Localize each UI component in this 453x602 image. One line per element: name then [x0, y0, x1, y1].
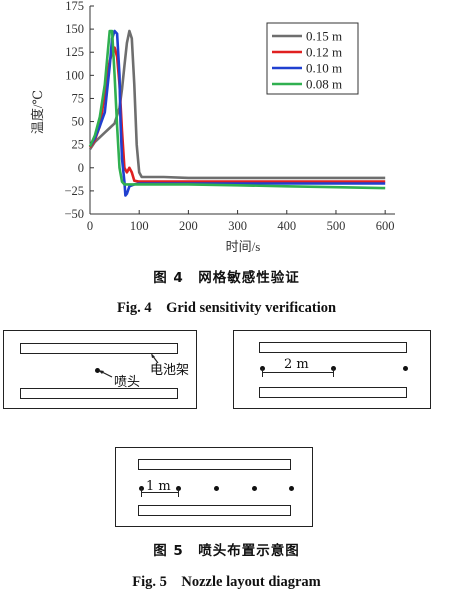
legend-label: 0.10 m	[306, 61, 342, 76]
dimension-line	[142, 492, 179, 493]
x-tick-label: 500	[327, 219, 346, 233]
y-tick-label: 125	[65, 45, 84, 59]
x-tick-label: 400	[277, 219, 296, 233]
x-ticks: 0 100 200 300 400 500 600	[87, 210, 395, 233]
nozzle-dot	[403, 366, 408, 371]
nozzle-dot	[95, 368, 100, 373]
temperature-chart: 175 150 125 100 75 50 25 0 −25 −50 0 100 200 300 400 5…	[30, 0, 395, 254]
series-line-3	[88, 29, 386, 190]
layout-diagram-1: 电池架 喷头	[3, 330, 197, 409]
annotation-arrows	[98, 353, 159, 378]
x-tick-label: 0	[87, 219, 93, 233]
y-tick-label: −25	[64, 184, 84, 198]
series-line-1	[88, 46, 386, 183]
battery-rack-bottom	[259, 387, 407, 398]
fig5-caption-en: Fig. 5 Nozzle layout diagram	[132, 574, 321, 590]
series-lines	[88, 29, 386, 197]
x-tick-label: 100	[130, 219, 149, 233]
y-tick-label: 50	[72, 115, 85, 129]
y-tick-label: 150	[65, 22, 84, 36]
y-tick-label: 175	[65, 0, 84, 13]
layout-diagram-3: 1 m	[115, 447, 313, 527]
dimension-tick	[333, 368, 334, 377]
battery-rack-top	[259, 342, 407, 353]
y-tick-label: 100	[65, 68, 84, 82]
battery-rack-top	[20, 343, 178, 354]
dimension-tick	[262, 368, 263, 377]
dimension-tick	[141, 488, 142, 497]
legend-label: 0.15 m	[306, 29, 342, 44]
y-tick-label: −50	[64, 207, 84, 221]
x-axis-label: 时间/s	[226, 239, 261, 254]
nozzle-dot	[214, 486, 219, 491]
series-line-0	[88, 29, 386, 180]
y-tick-label: 25	[72, 138, 85, 152]
y-tick-label: 75	[72, 91, 85, 105]
x-tick-label: 600	[376, 219, 395, 233]
nozzle-dot	[289, 486, 294, 491]
battery-rack-label: 电池架	[150, 363, 190, 378]
dimension-tick	[178, 488, 179, 497]
fig4-caption-cn: 图 4 网格敏感性验证	[153, 270, 300, 286]
y-tick-label: 0	[78, 161, 84, 175]
y-ticks: 175 150 125 100 75 50 25 0 −25 −50	[64, 0, 94, 221]
dimension-label: 2 m	[284, 357, 309, 372]
y-axis-label: 温度/℃	[30, 90, 45, 134]
fig4-caption-en: Fig. 4 Grid sensitivity verification	[116, 300, 337, 316]
nozzle-dot	[252, 486, 257, 491]
battery-rack-top	[138, 459, 291, 470]
nozzle-label: 喷头	[114, 375, 141, 390]
battery-rack-bottom	[138, 505, 291, 516]
layout-diagram-2: 2 m	[233, 330, 431, 409]
x-tick-label: 200	[179, 219, 198, 233]
x-tick-label: 300	[228, 219, 247, 233]
dimension-label: 1 m	[146, 479, 171, 494]
dimension-line	[263, 372, 334, 373]
battery-rack-bottom	[20, 388, 178, 399]
legend-label: 0.08 m	[306, 77, 342, 92]
legend-label: 0.12 m	[306, 45, 342, 60]
legend: 0.15 m0.12 m0.10 m0.08 m	[266, 22, 359, 95]
fig5-caption-cn: 图 5 喷头布置示意图	[153, 543, 300, 559]
